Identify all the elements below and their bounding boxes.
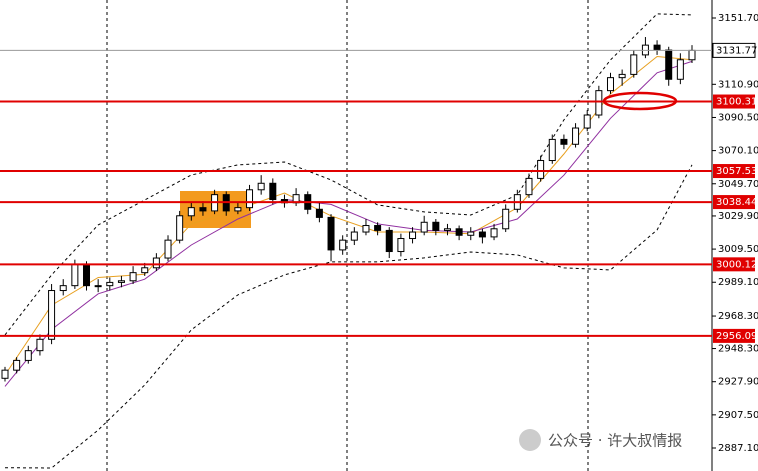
candle-body xyxy=(490,228,498,238)
candle-body xyxy=(502,208,510,230)
y-tick-label: 3029.90 xyxy=(718,211,758,222)
candle-body xyxy=(36,338,44,352)
current-price-box xyxy=(712,42,756,58)
candle-body xyxy=(374,225,382,231)
period-separators xyxy=(106,0,589,471)
candle-body xyxy=(653,44,661,51)
y-tick-label: 2989.10 xyxy=(718,277,758,288)
level-label-box xyxy=(713,328,755,343)
level-label: 3000.12 xyxy=(716,259,757,270)
candle-body xyxy=(106,281,114,287)
candle-body xyxy=(1,369,9,379)
y-tick-label: 3070.10 xyxy=(718,146,758,157)
candle-body xyxy=(257,182,265,191)
candle-body xyxy=(455,228,463,236)
candle-body xyxy=(443,228,451,231)
band-line xyxy=(4,13,693,336)
candle-body xyxy=(665,49,673,80)
candle-body xyxy=(688,49,696,61)
candle-body xyxy=(409,231,417,240)
y-tick-label: 2948.30 xyxy=(718,344,758,355)
candle-body xyxy=(537,160,545,179)
candle-body xyxy=(478,231,486,238)
y-tick-label: 2887.10 xyxy=(718,443,758,454)
candle-body xyxy=(24,350,32,361)
band-line xyxy=(4,164,693,469)
candle-body xyxy=(572,127,580,145)
candle-body xyxy=(350,231,358,241)
candle-body xyxy=(548,138,556,162)
watermark-icon xyxy=(519,429,541,451)
candle-body xyxy=(71,264,79,287)
candle-body xyxy=(339,239,347,251)
candle-body xyxy=(187,207,195,217)
candle-body xyxy=(269,182,277,201)
candle-body xyxy=(560,138,568,145)
candle-body xyxy=(315,208,323,218)
candle-body xyxy=(327,216,335,251)
candle-body xyxy=(59,285,67,292)
y-tick-label: 3110.90 xyxy=(718,79,758,90)
level-label-box xyxy=(713,164,755,179)
candle-body xyxy=(117,280,125,283)
candle-body xyxy=(234,207,242,212)
candle-body xyxy=(246,189,254,209)
candle-body xyxy=(129,272,137,282)
y-tick-label: 2968.30 xyxy=(718,311,758,322)
candle-body xyxy=(606,77,614,92)
candle-body xyxy=(595,90,603,116)
candle-body xyxy=(525,177,533,196)
level-label: 3057.53 xyxy=(716,166,757,177)
y-tick-label: 3049.70 xyxy=(718,179,758,190)
candle-body xyxy=(83,264,91,287)
candle-body xyxy=(676,59,684,80)
level-label: 3038.44 xyxy=(716,197,757,208)
y-tick-label: 2927.90 xyxy=(718,377,758,388)
y-tick-label: 2907.50 xyxy=(718,410,758,421)
candle-body xyxy=(583,114,591,129)
candle-body xyxy=(397,238,405,253)
candle-body xyxy=(618,73,626,79)
level-label-box xyxy=(713,257,755,272)
candle-body xyxy=(467,231,475,236)
candle-body xyxy=(199,207,207,212)
candle-body xyxy=(420,221,428,233)
watermark: 公众号 · 许大叔情报 xyxy=(548,432,682,450)
candle-body xyxy=(141,267,149,274)
current-price-label: 3131.77 xyxy=(716,45,757,56)
y-tick-label: 3090.50 xyxy=(718,112,758,123)
candle-body xyxy=(94,285,102,288)
candle-body xyxy=(630,54,638,75)
y-tick-label: 3151.70 xyxy=(718,13,758,24)
candle-body xyxy=(362,225,370,233)
candle-body xyxy=(152,257,160,269)
candle-body xyxy=(176,215,184,241)
candle-body xyxy=(164,239,172,259)
candle-body xyxy=(13,359,21,371)
level-label: 2956.09 xyxy=(716,331,757,342)
level-label-box xyxy=(713,195,755,210)
candle-body xyxy=(48,290,56,340)
y-tick-label: 3009.50 xyxy=(718,244,758,255)
candle-body xyxy=(432,221,440,231)
level-label: 3100.31 xyxy=(716,97,757,108)
level-label-box xyxy=(713,94,755,109)
candle-body xyxy=(385,229,393,253)
